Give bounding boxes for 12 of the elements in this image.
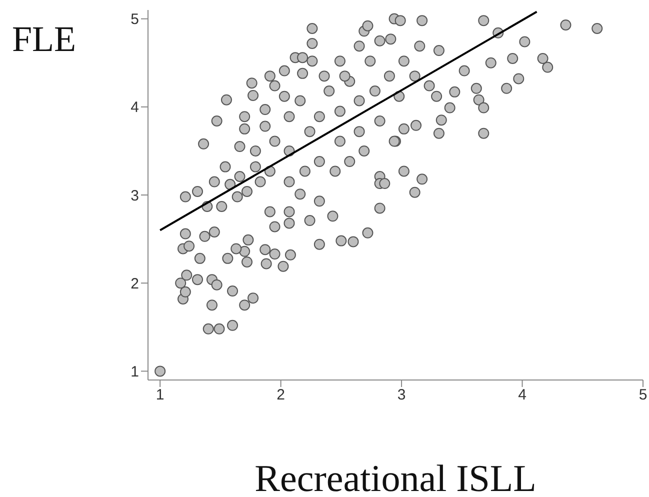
- x-tick-label: 1: [156, 386, 164, 404]
- y-axis-title: FLE: [12, 18, 76, 60]
- x-tick-label: 4: [518, 386, 526, 404]
- y-tick-label: 3: [130, 187, 139, 204]
- y-tick-label: 1: [130, 364, 139, 381]
- y-tick-label: 5: [130, 11, 139, 28]
- x-tick-label: 2: [276, 386, 285, 404]
- x-tick-label: 5: [638, 386, 648, 404]
- y-tick-label: 2: [130, 275, 139, 292]
- x-tick-label: 3: [397, 386, 406, 404]
- y-tick-label: 4: [130, 99, 139, 116]
- x-axis-title: Recreational ISLL: [254, 458, 536, 497]
